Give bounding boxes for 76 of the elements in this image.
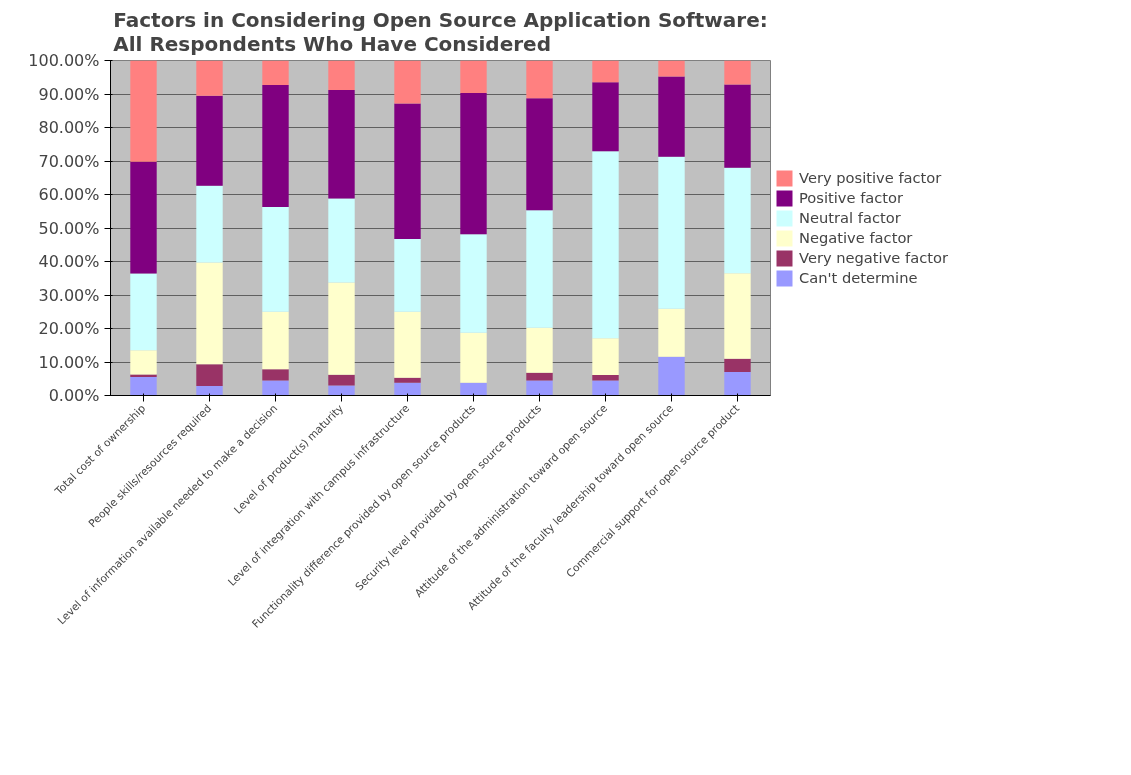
bar [262, 206, 289, 312]
bar [196, 262, 223, 365]
bar [262, 380, 289, 396]
bar [196, 185, 223, 263]
bar [526, 372, 553, 381]
bar [724, 167, 751, 274]
bar [394, 103, 421, 240]
bar [262, 60, 289, 85]
bar [394, 382, 421, 396]
bar [724, 358, 751, 373]
y-tick-label: 60.00% [38, 185, 100, 204]
bar [526, 380, 553, 396]
bar [262, 84, 289, 207]
y-tick-label: 20.00% [38, 319, 100, 338]
bar [724, 60, 751, 85]
bar [592, 375, 619, 381]
legend-label: Positive factor [799, 189, 904, 206]
bar [526, 210, 553, 328]
legend-label: Neutral factor [799, 209, 901, 226]
bar [526, 98, 553, 211]
bar [394, 239, 421, 312]
bar [526, 327, 553, 373]
legend-label: Very negative factor [799, 249, 948, 266]
bar [262, 369, 289, 381]
bar [724, 273, 751, 359]
y-tick-label: 0.00% [48, 386, 100, 405]
bar [658, 76, 685, 157]
bar [394, 377, 421, 383]
y-tick-label: 100.00% [28, 51, 100, 70]
bar [460, 60, 487, 93]
bar [592, 82, 619, 152]
y-tick-label: 50.00% [38, 218, 100, 238]
bar [328, 282, 355, 375]
bar [394, 60, 421, 104]
bar [460, 234, 487, 333]
legend-label: Negative factor [799, 229, 913, 246]
bar [658, 308, 685, 357]
bar [460, 382, 487, 396]
bar [394, 311, 421, 378]
bar [196, 95, 223, 186]
bar [592, 380, 619, 396]
bar [526, 60, 553, 99]
bar [130, 161, 157, 274]
bar [658, 356, 685, 396]
bar [328, 89, 355, 199]
bar [328, 60, 355, 90]
bar [592, 60, 619, 83]
y-tick-label: 40.00% [38, 252, 100, 271]
bar [592, 338, 619, 376]
y-tick-label: 30.00% [38, 285, 100, 305]
y-tick-label: 10.00% [38, 352, 100, 372]
bar [130, 374, 157, 378]
bar [658, 156, 685, 309]
bar [658, 60, 685, 77]
y-tick-label: 90.00% [38, 84, 100, 104]
bar [130, 60, 157, 162]
bar [196, 364, 223, 387]
bar [724, 84, 751, 168]
legend-label: Can't determine [799, 269, 918, 286]
legend-label: Very positive factor [799, 169, 942, 186]
y-tick-label: 80.00% [38, 118, 100, 137]
y-tick-label: 70.00% [38, 151, 100, 171]
bar [130, 350, 157, 375]
bar [196, 60, 223, 96]
bar [130, 273, 157, 351]
bar [196, 386, 223, 396]
bar [262, 311, 289, 370]
chart-title: Factors in Considering Open Source Application Software: All Respondents Who Have Considered [113, 7, 768, 56]
bar [460, 93, 487, 235]
bar [328, 385, 355, 396]
bar [328, 374, 355, 386]
bar [592, 151, 619, 339]
bar [130, 377, 157, 396]
bar [460, 332, 487, 383]
bar [328, 198, 355, 283]
bar [724, 372, 751, 396]
